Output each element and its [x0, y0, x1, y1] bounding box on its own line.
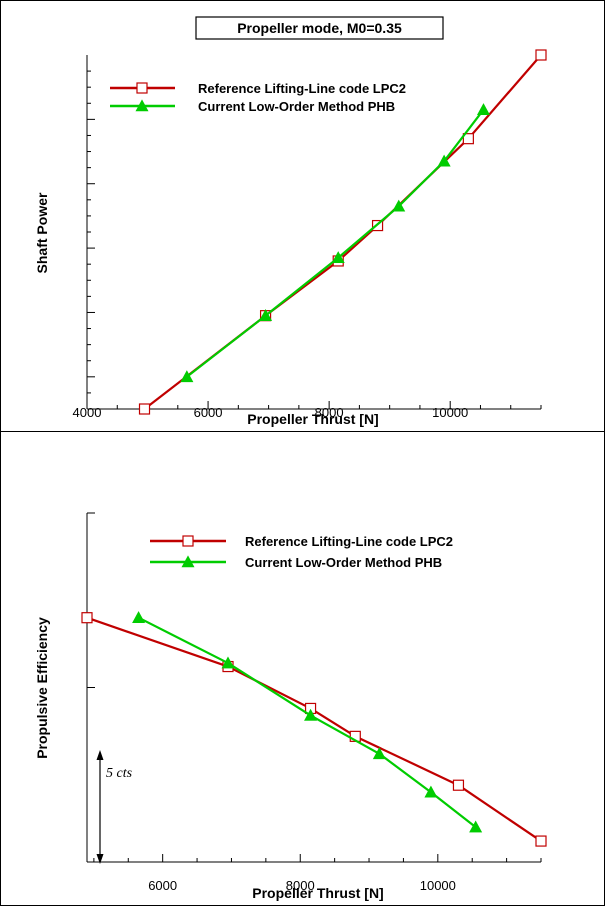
- annotation-label: 5 cts: [106, 766, 133, 781]
- top-series-1-point-0: [180, 370, 194, 383]
- top-chart-title-box: [195, 16, 444, 40]
- bottom-series-1-point-1: [221, 656, 235, 669]
- bottom-yaxis-title: Propulsive Efficiency: [34, 617, 50, 759]
- bottom-series-1-point-4: [424, 785, 438, 798]
- top-x-tick-label-3: 10000: [432, 405, 468, 420]
- bottom-series-0-line: [86, 616, 542, 842]
- annotation-arrowhead-top: [96, 750, 104, 760]
- top-legend-cur-marker: [135, 99, 149, 112]
- top-series-1-line: [186, 109, 485, 378]
- bottom-series-1-point-5: [469, 820, 483, 833]
- top-chart: Propeller mode, M0=0.35 4000 6000 8000 1000…: [34, 16, 547, 427]
- top-legend-cur-label: Current Low-Order Method PHB: [198, 99, 395, 114]
- top-chart-title: Propeller mode, M0=0.35: [237, 20, 402, 36]
- bottom-series-0-point-4: [452, 779, 465, 791]
- annotation-arrowhead-bottom: [96, 854, 104, 864]
- top-x-tick-label-0: 4000: [73, 405, 102, 420]
- bottom-series: [81, 611, 547, 847]
- bottom-legend-ref-label: Reference Lifting-Line code LPC2: [245, 534, 453, 549]
- top-series-1-point-1: [259, 309, 273, 321]
- top-legend-ref-marker: [136, 82, 148, 94]
- bottom-legend-ref-marker: [182, 535, 194, 547]
- bottom-xaxis-title: Propeller Thrust [N]: [252, 885, 383, 901]
- top-axes: 4000 6000 8000 10000: [73, 55, 542, 420]
- top-legend-ref-label: Reference Lifting-Line code LPC2: [198, 81, 406, 96]
- bottom-series-1-point-3: [372, 747, 386, 760]
- bottom-legend-cur-marker: [181, 555, 195, 568]
- bottom-series-1-line: [138, 616, 477, 828]
- bottom-series-1-point-2: [304, 708, 318, 721]
- bottom-legend: Reference Lifting-Line code LPC2 Current…: [150, 534, 453, 570]
- bottom-x-tick-label-1: 8000: [286, 878, 315, 893]
- top-series-1-point-3: [392, 199, 406, 212]
- top-series-1-point-2: [331, 251, 345, 264]
- top-series-0-point-5: [535, 49, 547, 61]
- bottom-x-tick-label-2: 10000: [420, 878, 456, 893]
- top-x-tick-label-2: 8000: [315, 405, 344, 420]
- top-legend: Reference Lifting-Line code LPC2 Current…: [110, 81, 406, 114]
- top-x-tick-label-1: 6000: [194, 405, 223, 420]
- bottom-series-0-point-0: [81, 612, 93, 624]
- bottom-series-1-point-0: [132, 611, 146, 624]
- bottom-x-tick-label-0: 6000: [148, 878, 177, 893]
- bottom-chart: 6000 8000 10000 Reference Lifting-Line cod…: [34, 512, 547, 901]
- top-xaxis-title: Propeller Thrust [N]: [247, 411, 378, 427]
- top-series-0-point-4: [462, 133, 474, 145]
- top-yaxis-title: Shaft Power: [34, 192, 50, 273]
- bottom-legend-cur-label: Current Low-Order Method PHB: [245, 555, 442, 570]
- top-series-1-point-5: [476, 103, 490, 116]
- bottom-series-0-point-5: [535, 835, 547, 847]
- top-series-0-point-0: [138, 403, 151, 415]
- bottom-annotation: 5 cts: [96, 750, 133, 864]
- bottom-axes: 6000 8000 10000: [86, 512, 542, 893]
- top-series: [138, 49, 547, 415]
- top-series-1-point-4: [437, 154, 451, 167]
